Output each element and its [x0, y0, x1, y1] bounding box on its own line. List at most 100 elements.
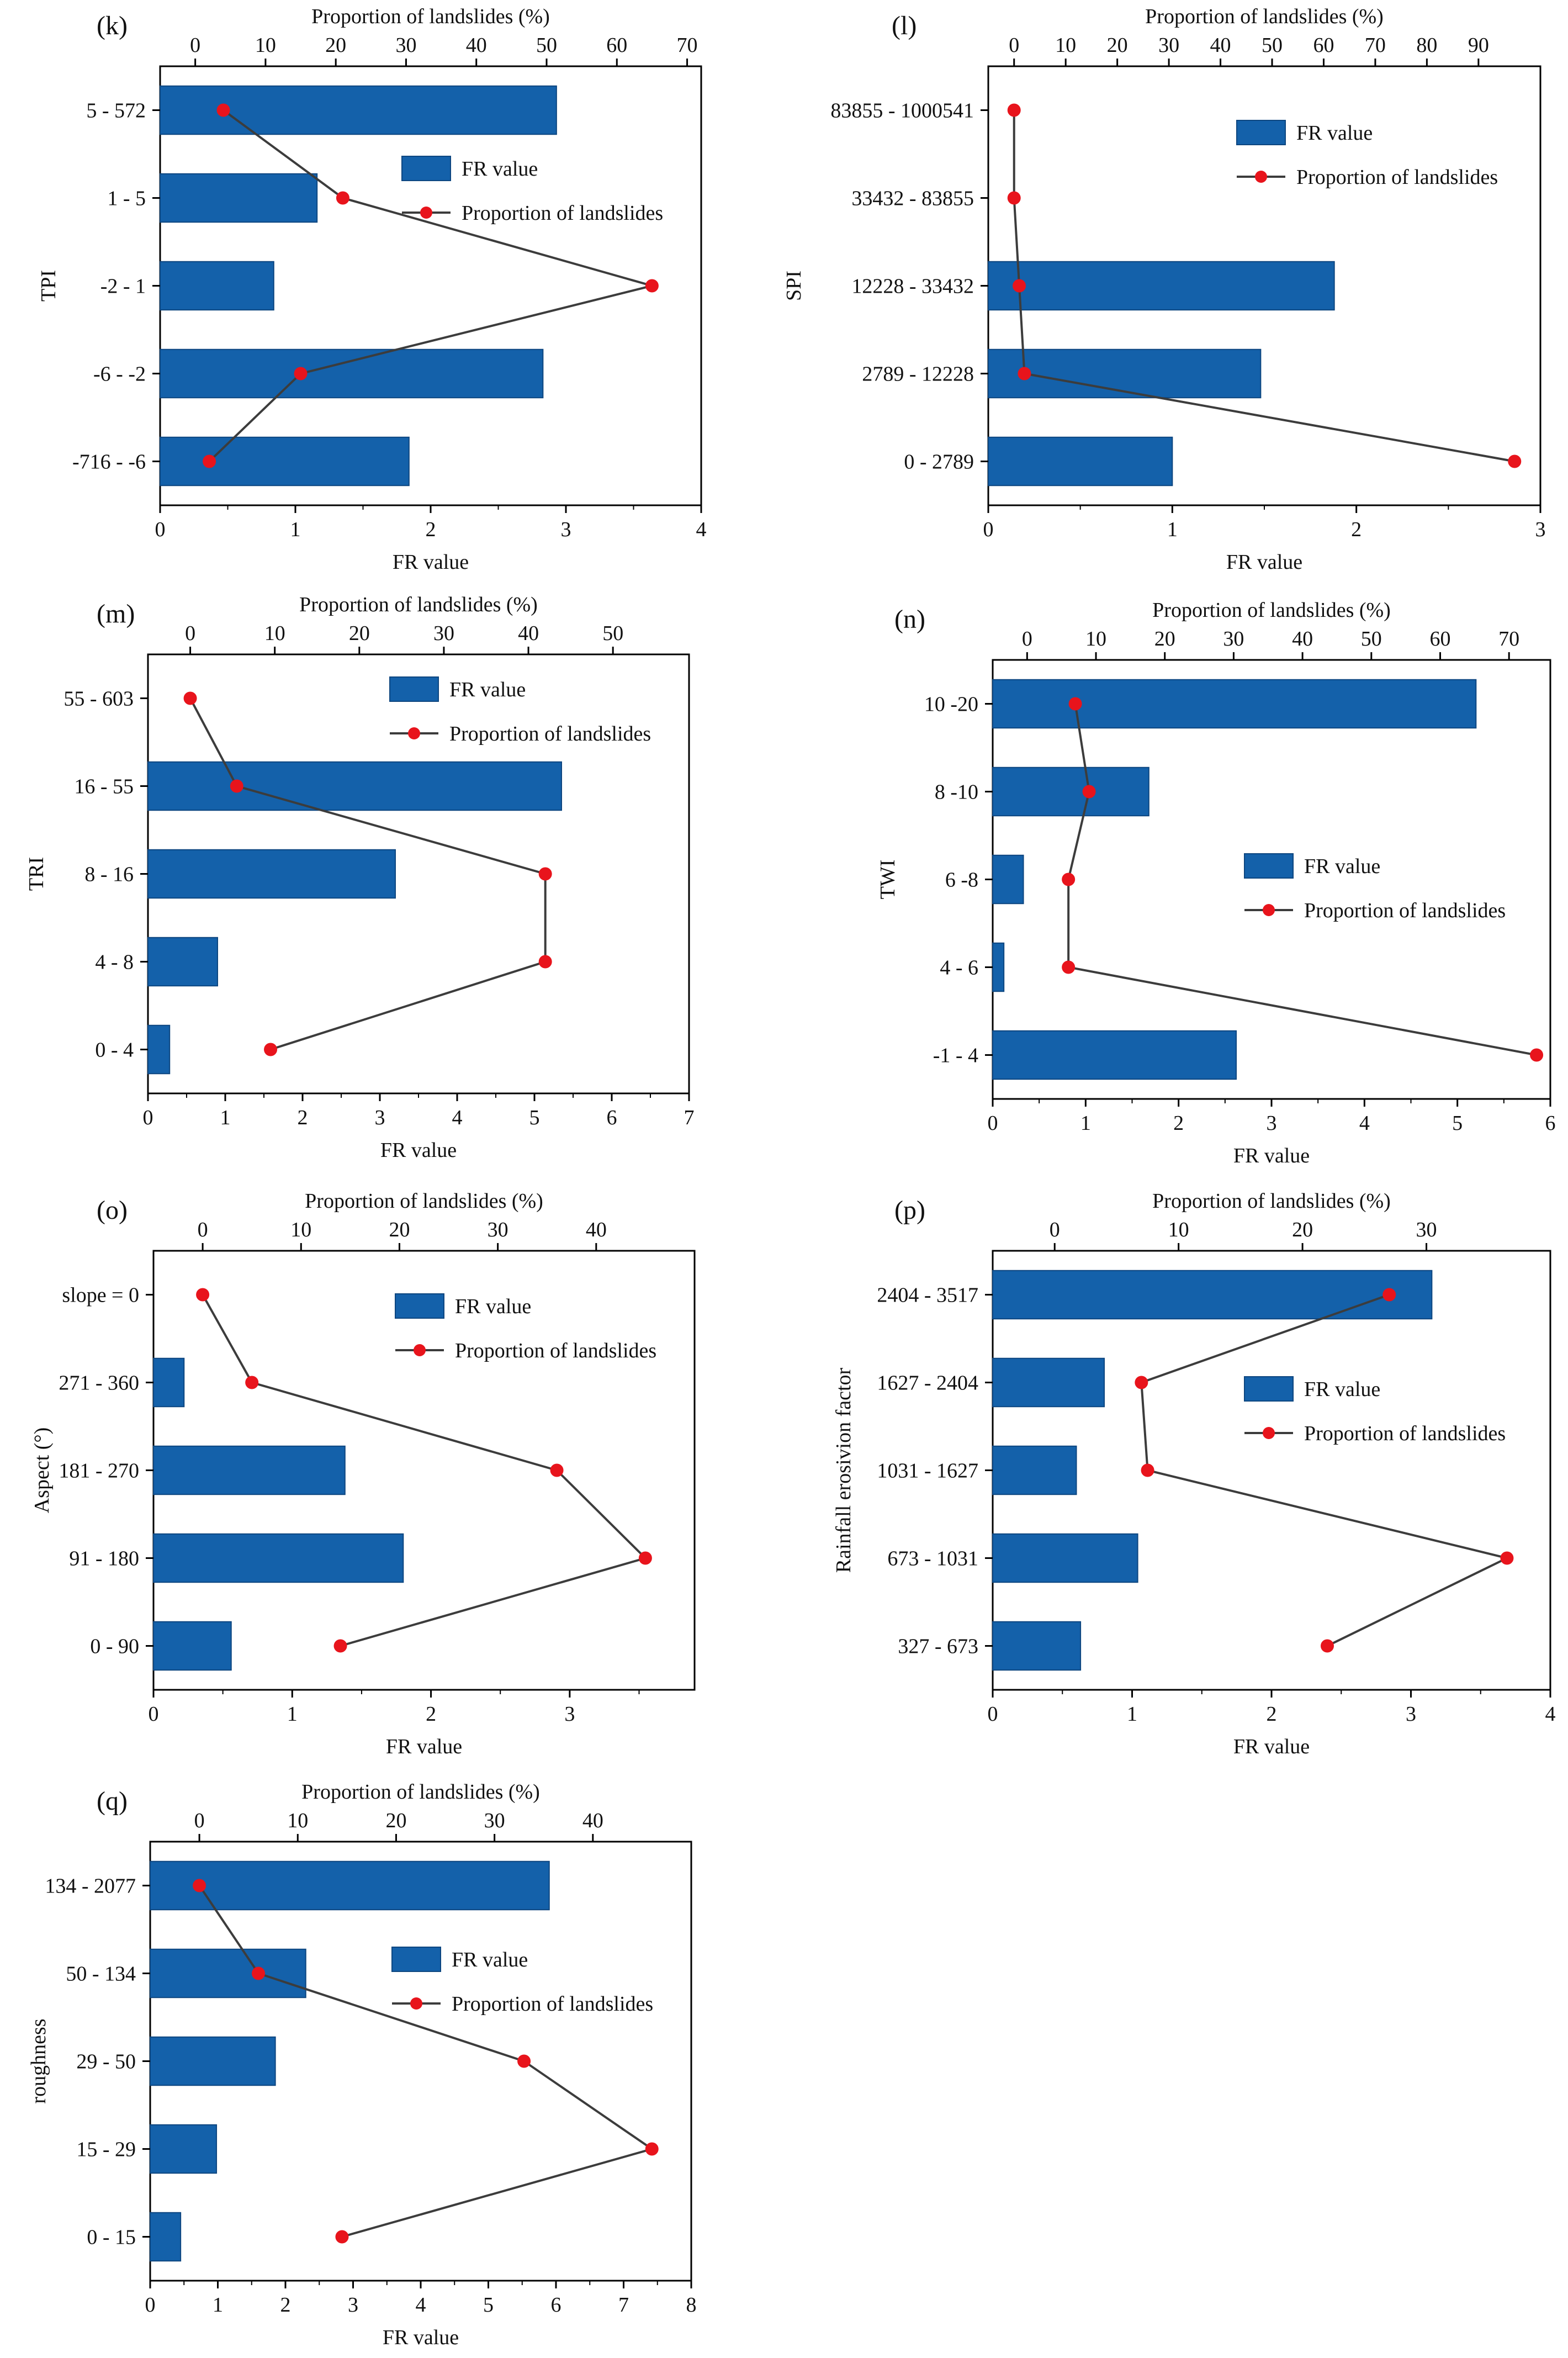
y-tick-label: 5 - 572	[86, 99, 146, 123]
x2-tick-label: 10	[290, 1218, 311, 1241]
x-tick-label: 1	[220, 1106, 231, 1129]
bar-p-0	[992, 1270, 1433, 1320]
x2-tick-label: 50	[602, 622, 623, 645]
y-tick-label: 4 - 8	[95, 951, 134, 974]
x2-tick-label: 60	[1313, 34, 1334, 57]
x-tick-label: 1	[287, 1703, 298, 1726]
y-tick-label: 1 - 5	[107, 187, 146, 210]
y-tick-label: 134 - 2077	[45, 1875, 136, 1898]
y-tick-label: -716 - -6	[72, 451, 146, 474]
x-axis-title: FR value	[1233, 1735, 1310, 1758]
x2-tick-label: 50	[1361, 627, 1382, 651]
legend-label-fr: FR value	[1296, 121, 1373, 145]
point-p-4	[1321, 1639, 1334, 1653]
x-tick-label: 0	[149, 1703, 159, 1726]
y-tick-label: -1 - 4	[933, 1044, 978, 1067]
x2-tick-label: 10	[264, 622, 285, 645]
bar-k-2	[160, 261, 274, 311]
bar-o-4	[153, 1621, 232, 1671]
x2-axis-title: Proportion of landslides (%)	[305, 1189, 543, 1213]
bar-p-4	[992, 1621, 1082, 1671]
point-q-0	[193, 1879, 206, 1892]
point-n-0	[1068, 697, 1082, 711]
x-axis-title: FR value	[1233, 1144, 1310, 1167]
y-axis-title: SPI	[782, 271, 806, 301]
x-axis-title: FR value	[1226, 551, 1302, 574]
x-tick-label: 0	[988, 1703, 998, 1726]
point-p-3	[1500, 1551, 1514, 1565]
y-tick-label: 29 - 50	[76, 2050, 136, 2074]
y-axis-title: Rainfall erosivion factor	[832, 1367, 855, 1573]
point-l-2	[1013, 279, 1026, 293]
point-l-4	[1508, 454, 1522, 468]
point-n-2	[1062, 873, 1076, 886]
x2-tick-label: 10	[255, 34, 276, 57]
x-tick-label: 4	[416, 2293, 426, 2317]
legend-bar-swatch	[395, 1293, 444, 1319]
x2-tick-label: 20	[325, 34, 346, 57]
x-tick-label: 3	[1406, 1703, 1416, 1726]
x2-axis-title: Proportion of landslides (%)	[299, 593, 538, 616]
x2-tick-label: 70	[677, 34, 698, 57]
x-tick-label: 3	[564, 1703, 575, 1726]
bar-p-3	[992, 1533, 1138, 1583]
y-tick-label: 1031 - 1627	[877, 1460, 978, 1483]
point-m-0	[183, 691, 197, 705]
y-tick-label: 327 - 673	[898, 1635, 978, 1658]
x2-tick-label: 10	[1085, 627, 1106, 651]
x-tick-label: 4	[1359, 1112, 1370, 1135]
legend-label-fr: FR value	[1304, 855, 1380, 878]
bar-n-1	[992, 766, 1149, 817]
x2-tick-label: 30	[1158, 34, 1179, 57]
y-tick-label: 91 - 180	[69, 1547, 139, 1571]
point-o-3	[638, 1551, 652, 1565]
point-l-0	[1007, 103, 1021, 117]
y-axis-title: TRI	[25, 857, 48, 891]
y-tick-label: 8 - 16	[84, 863, 134, 886]
legend-marker	[420, 207, 432, 219]
y-tick-label: 271 - 360	[59, 1372, 139, 1395]
legend-label-fr: FR value	[1304, 1378, 1380, 1401]
y-tick-label: 8 -10	[935, 781, 978, 804]
bar-n-0	[992, 679, 1477, 729]
x2-tick-label: 20	[1107, 34, 1128, 57]
panel-l: 83855 - 1000541 33432 - 83855 12228 - 3343…	[782, 5, 1546, 574]
x-tick-label: 0	[155, 518, 166, 541]
panel-label: (m)	[97, 599, 135, 628]
point-q-4	[335, 2230, 349, 2244]
x2-tick-label: 0	[1050, 1218, 1060, 1241]
legend-label-proportion: Proportion of landslides	[452, 1992, 653, 2016]
x2-tick-label: 30	[488, 1218, 508, 1241]
y-tick-label: 55 - 603	[63, 688, 134, 711]
x-tick-label: 3	[348, 2293, 358, 2317]
point-k-1	[336, 191, 349, 205]
panel-m: 55 - 603 16 - 55 8 - 16 4 - 8 0 - 4 0 1 2 3 4 5 6 7 0…	[25, 593, 695, 1162]
legend-label-proportion: Proportion of landslides	[449, 722, 651, 746]
x2-tick-label: 20	[1292, 1218, 1313, 1241]
bar-k-3	[160, 348, 544, 399]
y-tick-label: 1627 - 2404	[877, 1372, 978, 1395]
x2-tick-label: 30	[433, 622, 454, 645]
point-o-2	[550, 1463, 564, 1477]
legend-marker	[408, 727, 420, 739]
bar-l-2	[988, 261, 1335, 311]
legend-marker	[1263, 1427, 1275, 1439]
legend-marker	[1263, 904, 1275, 916]
y-axis-title: Aspect (°)	[30, 1428, 54, 1514]
x2-tick-label: 30	[1223, 627, 1244, 651]
x-tick-label: 6	[607, 1106, 617, 1129]
point-n-1	[1082, 785, 1096, 799]
x-tick-label: 6	[1545, 1112, 1556, 1135]
y-axis-title: TWI	[876, 860, 899, 900]
x2-tick-label: 70	[1365, 34, 1386, 57]
bar-o-2	[153, 1445, 346, 1495]
y-tick-label: 50 - 134	[66, 1963, 136, 1986]
y-tick-label: 83855 - 1000541	[830, 99, 974, 123]
x2-tick-label: 50	[536, 34, 557, 57]
legend-label-proportion: Proportion of landslides	[1296, 166, 1498, 189]
x2-axis-title: Proportion of landslides (%)	[301, 1780, 540, 1804]
point-m-2	[538, 867, 552, 881]
x2-tick-label: 10	[287, 1809, 308, 1832]
x2-tick-label: 40	[1210, 34, 1231, 57]
